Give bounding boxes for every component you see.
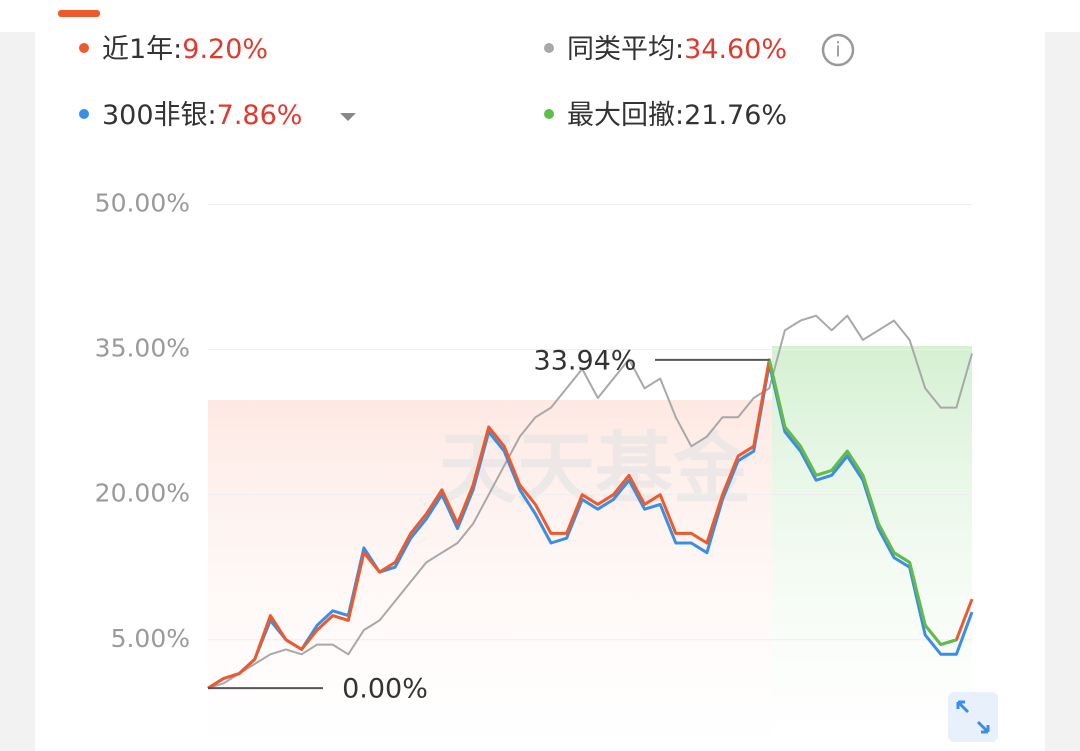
legend-dot (544, 109, 554, 119)
y-tick-label: 50.00% (95, 189, 190, 218)
legend-label: 近1年:9.20% (102, 34, 268, 65)
series-line (207, 314, 973, 690)
annotation: 0.00% (342, 674, 428, 705)
y-tick-label: 5.00% (111, 624, 190, 653)
legend-dot (79, 43, 89, 53)
legend-value: 7.86% (217, 100, 303, 131)
legend-dot (79, 109, 89, 119)
area-shade (208, 400, 772, 751)
y-tick-label: 35.00% (95, 334, 190, 363)
series-line (207, 362, 974, 690)
legend-name: 近1年: (102, 34, 182, 65)
legend-value: 9.20% (182, 34, 268, 65)
legend-name: 同类平均: (567, 34, 684, 65)
expand-icon[interactable] (948, 692, 998, 742)
legend-value: 21.76% (684, 100, 787, 131)
legend-dot (544, 43, 554, 53)
annotation: 33.94% (534, 345, 637, 376)
drawdown-shade (772, 346, 972, 751)
legend-label: 最大回撤:21.76% (567, 100, 787, 131)
legend-label: 300非银:7.86% (102, 100, 302, 131)
dropdown-icon (340, 113, 356, 121)
legend-label: 同类平均:34.60% (567, 34, 787, 65)
tab-indicator (58, 10, 100, 17)
info-i: i (835, 38, 841, 62)
y-tick-label: 20.00% (95, 479, 190, 508)
legend-name: 最大回撤: (567, 100, 684, 131)
legend-value: 34.60% (684, 34, 787, 65)
series-line (767, 359, 957, 647)
top-bar (0, 0, 1080, 32)
legend-name: 300非银: (102, 100, 217, 131)
info-icon (821, 33, 855, 67)
watermark: 天天基金 (439, 424, 752, 515)
